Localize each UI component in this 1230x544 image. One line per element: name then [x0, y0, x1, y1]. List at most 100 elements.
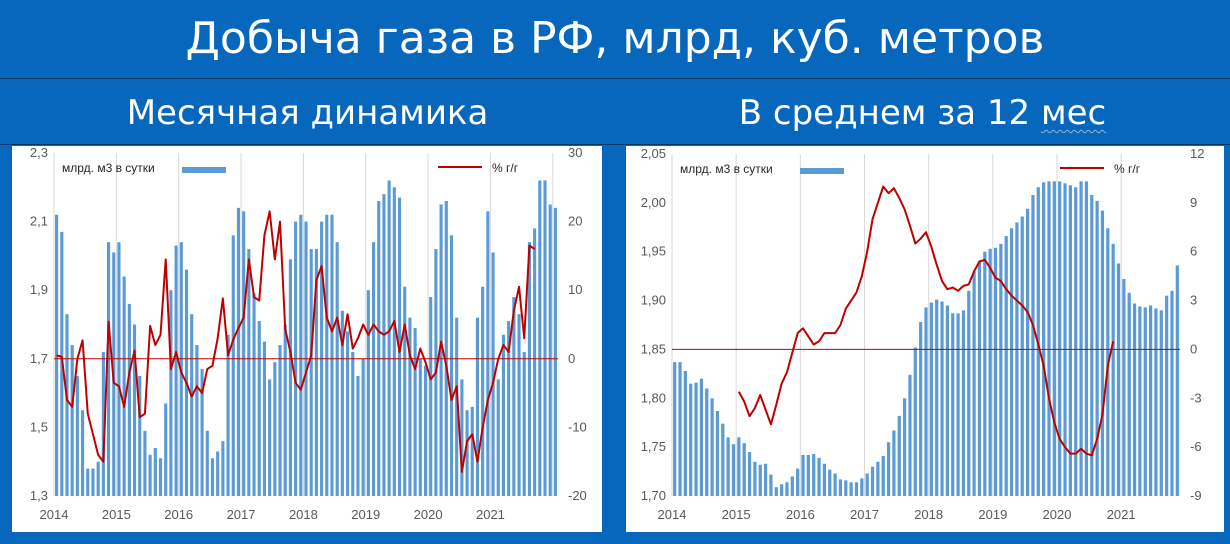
average-y-left-tick: 1,90 — [641, 293, 666, 308]
monthly-bar — [288, 259, 292, 496]
average-bar — [1052, 181, 1056, 497]
average-bar — [1095, 200, 1099, 496]
monthly-bar — [553, 207, 557, 496]
monthly-bar — [122, 276, 126, 496]
monthly-bar — [455, 317, 459, 496]
monthly-bar — [164, 403, 168, 496]
monthly-bar — [81, 410, 85, 496]
average-legend-bars-label: млрд. м3 в сутки — [680, 162, 773, 176]
monthly-legend-bars-swatch — [182, 167, 226, 173]
average-bar — [1154, 308, 1158, 496]
average-bar — [1026, 208, 1030, 496]
average-bar — [753, 461, 757, 496]
average-y-right-tick: 3 — [1190, 293, 1197, 308]
average-legend-bars-swatch — [800, 168, 844, 174]
subtitle-average: В среднем за 12 мес — [615, 82, 1230, 144]
average-y-right-tick: -6 — [1190, 439, 1202, 454]
monthly-bar — [382, 194, 386, 496]
average-bar — [1020, 216, 1024, 496]
average-bar — [780, 484, 784, 496]
monthly-bar — [517, 314, 521, 496]
chart-monthly: 1,3 1,5 1,7 1,9 2,1 2,3 -20 -10 0 10 20 30 2014 2015 2… — [30, 146, 587, 522]
monthly-bar — [221, 441, 225, 496]
average-bar — [1100, 210, 1105, 497]
monthly-bar — [107, 242, 111, 496]
monthly-bar — [465, 410, 469, 496]
average-y-left-tick: 2,05 — [641, 146, 666, 161]
average-bar — [908, 374, 912, 496]
average-bar — [694, 382, 698, 496]
monthly-bar — [278, 345, 282, 496]
monthly-bar — [236, 207, 241, 496]
monthly-y-right-tick: -20 — [568, 488, 587, 503]
average-bar — [1015, 222, 1019, 496]
average-bar — [1058, 181, 1062, 497]
monthly-bar — [387, 180, 391, 496]
monthly-bar — [127, 303, 131, 496]
subtitle-monthly: Месячная динамика — [126, 93, 489, 133]
monthly-bar — [216, 451, 220, 496]
monthly-bar — [538, 180, 542, 496]
average-bar — [1074, 187, 1078, 496]
monthly-bar — [486, 211, 490, 496]
monthly-bar — [527, 242, 531, 496]
monthly-bar — [257, 321, 261, 496]
average-bar — [977, 261, 982, 496]
monthly-bar — [309, 249, 313, 496]
average-bar — [854, 482, 859, 496]
average-bar — [881, 455, 885, 496]
average-bar — [1175, 265, 1179, 496]
average-y-left-tick: 2,00 — [641, 195, 666, 210]
average-bar — [806, 454, 810, 496]
monthly-bar — [132, 324, 137, 496]
average-bar — [1138, 306, 1142, 496]
average-bar — [961, 310, 966, 496]
monthly-bar — [507, 321, 511, 496]
monthly-bar — [512, 297, 516, 496]
average-y-left-tick: 1,80 — [641, 390, 666, 405]
monthly-bar — [143, 430, 147, 496]
average-bar — [897, 415, 901, 496]
average-bar — [1042, 182, 1046, 496]
monthly-bar — [96, 461, 100, 496]
monthly-bar — [543, 180, 547, 496]
average-x-tick: 2016 — [786, 507, 815, 522]
monthly-bar — [169, 290, 173, 496]
monthly-bar — [371, 242, 376, 496]
average-bar — [1068, 185, 1072, 496]
average-bar — [747, 452, 752, 496]
monthly-bar — [117, 242, 121, 496]
monthly-bar — [418, 358, 422, 496]
average-bar — [903, 398, 907, 496]
monthly-y-left-tick: 1,5 — [30, 419, 48, 434]
page-title: Добыча газа в РФ, млрд, куб. метров — [185, 13, 1045, 64]
monthly-bar — [75, 375, 79, 496]
subtitle-average-word: мес — [1040, 93, 1107, 133]
monthly-bar — [392, 187, 396, 497]
average-bar — [1148, 305, 1153, 496]
average-bar — [726, 437, 730, 496]
monthly-y-right-tick: 30 — [568, 146, 582, 160]
monthly-bar — [403, 286, 407, 496]
monthly-bar — [449, 235, 454, 496]
average-bar — [796, 468, 800, 496]
average-bar — [699, 378, 704, 496]
monthly-bar — [138, 375, 142, 496]
monthly-y-right-tick: 20 — [568, 214, 582, 229]
monthly-bar — [148, 454, 152, 496]
average-bar — [1004, 236, 1008, 496]
average-bar — [715, 410, 720, 496]
average-bar — [1111, 243, 1115, 496]
monthly-bar — [190, 314, 194, 496]
average-bar — [678, 362, 682, 496]
monthly-bar — [460, 379, 464, 496]
average-y-right-tick: -9 — [1190, 488, 1202, 503]
average-bar — [828, 469, 832, 496]
average-x-tick: 2020 — [1043, 507, 1072, 522]
monthly-y-left-tick: 2,1 — [30, 214, 48, 229]
average-bar — [945, 305, 949, 496]
average-bar — [951, 313, 955, 496]
monthly-x-tick: 2015 — [102, 507, 131, 522]
average-bar — [929, 302, 933, 496]
average-y-left-tick: 1,85 — [641, 341, 666, 356]
